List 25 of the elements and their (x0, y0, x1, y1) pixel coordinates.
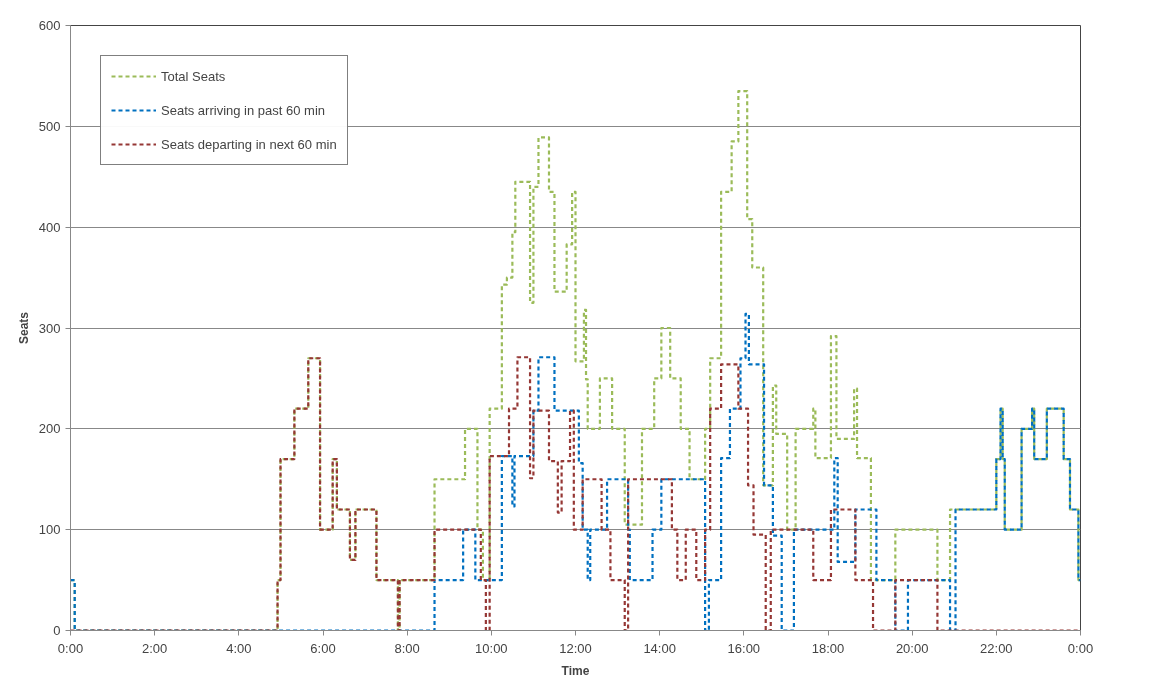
y-tick-label: 100 (38, 522, 61, 538)
x-tick-label: 16:00 (727, 640, 761, 656)
x-axis-title: Time (561, 663, 590, 678)
x-tick-label: 10:00 (475, 640, 508, 656)
legend-label: Total Seats (161, 68, 226, 84)
x-tick-label: 12:00 (559, 640, 592, 656)
y-tick-label: 600 (38, 18, 61, 33)
y-tick-label: 300 (38, 320, 61, 336)
x-tick-label: 22:00 (980, 640, 1013, 656)
y-axis-title: Seats (16, 311, 31, 345)
x-tick-label: 6:00 (310, 640, 336, 656)
x-tick-label: 18:00 (811, 640, 845, 656)
x-tick-label: 2:00 (142, 640, 168, 656)
x-tick-label: 20:00 (895, 640, 929, 656)
x-tick-label: 14:00 (643, 640, 676, 656)
y-tick-label: 400 (38, 219, 61, 235)
y-tick-label: 0 (53, 623, 61, 638)
x-tick-label: 0:00 (57, 640, 84, 656)
y-tick-label: 500 (38, 118, 61, 134)
legend-label: Seats arriving in past 60 min (161, 102, 326, 118)
legend-label: Seats departing in next 60 min (161, 136, 337, 152)
x-tick-label: 4:00 (226, 640, 252, 656)
x-tick-label: 0:00 (1067, 640, 1094, 656)
x-tick-label: 8:00 (394, 640, 420, 656)
y-tick-label: 200 (38, 421, 61, 437)
